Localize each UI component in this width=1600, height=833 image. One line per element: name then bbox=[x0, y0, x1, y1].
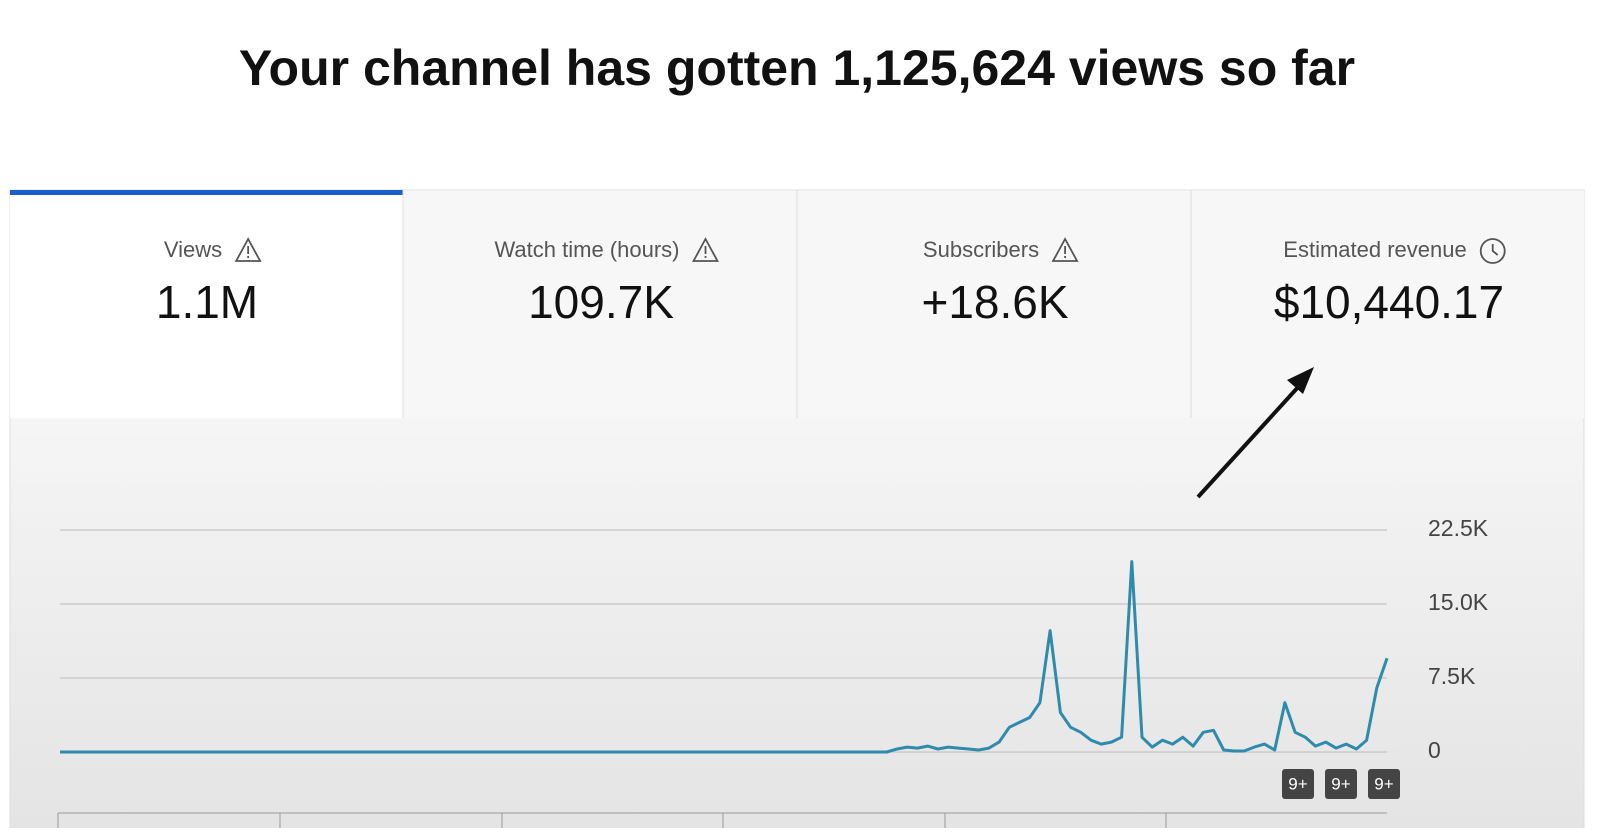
y-tick-label: 0 bbox=[1428, 737, 1441, 763]
warning-icon bbox=[691, 237, 720, 262]
tab-strip bbox=[403, 191, 1584, 418]
active-indicator bbox=[10, 190, 403, 195]
arrow bbox=[1196, 367, 1314, 499]
chart: 0 7.5K 15.0K 22.5K 9+ 9+ 9+ bbox=[60, 515, 1489, 799]
line-series bbox=[60, 560, 1389, 754]
clock-icon bbox=[1479, 238, 1506, 264]
badge-label: 9+ bbox=[1374, 774, 1393, 793]
y-tick-label: 15.0K bbox=[1428, 589, 1489, 615]
badge bbox=[1325, 769, 1357, 799]
badge bbox=[1282, 769, 1314, 799]
warning-icon bbox=[234, 237, 262, 262]
tab-value: $10,440.17 bbox=[1274, 276, 1504, 328]
badge-label: 9+ bbox=[1331, 774, 1350, 793]
tab-label: Watch time (hours) bbox=[494, 237, 679, 262]
tabs: Views 1.1M Watch time (hours) 109.7K Subscri… bbox=[156, 237, 1506, 328]
headline: Your channel has gotten 1,125,624 views … bbox=[239, 40, 1355, 96]
clock-hands bbox=[1491, 244, 1499, 256]
tab-label: Views bbox=[164, 237, 222, 262]
tab-label: Subscribers bbox=[923, 237, 1039, 262]
x-axis bbox=[57, 812, 1387, 828]
active-tab[interactable] bbox=[10, 190, 403, 418]
y-tick-label: 7.5K bbox=[1428, 663, 1476, 689]
tab-value: 1.1M bbox=[156, 276, 258, 328]
tab-value: +18.6K bbox=[921, 276, 1068, 328]
badge-label: 9+ bbox=[1288, 774, 1307, 793]
tab-label: Estimated revenue bbox=[1283, 237, 1466, 262]
tab-value: 109.7K bbox=[528, 276, 674, 328]
badge bbox=[1368, 769, 1400, 799]
warning-icon bbox=[1051, 237, 1079, 262]
y-tick-label: 22.5K bbox=[1428, 515, 1489, 541]
